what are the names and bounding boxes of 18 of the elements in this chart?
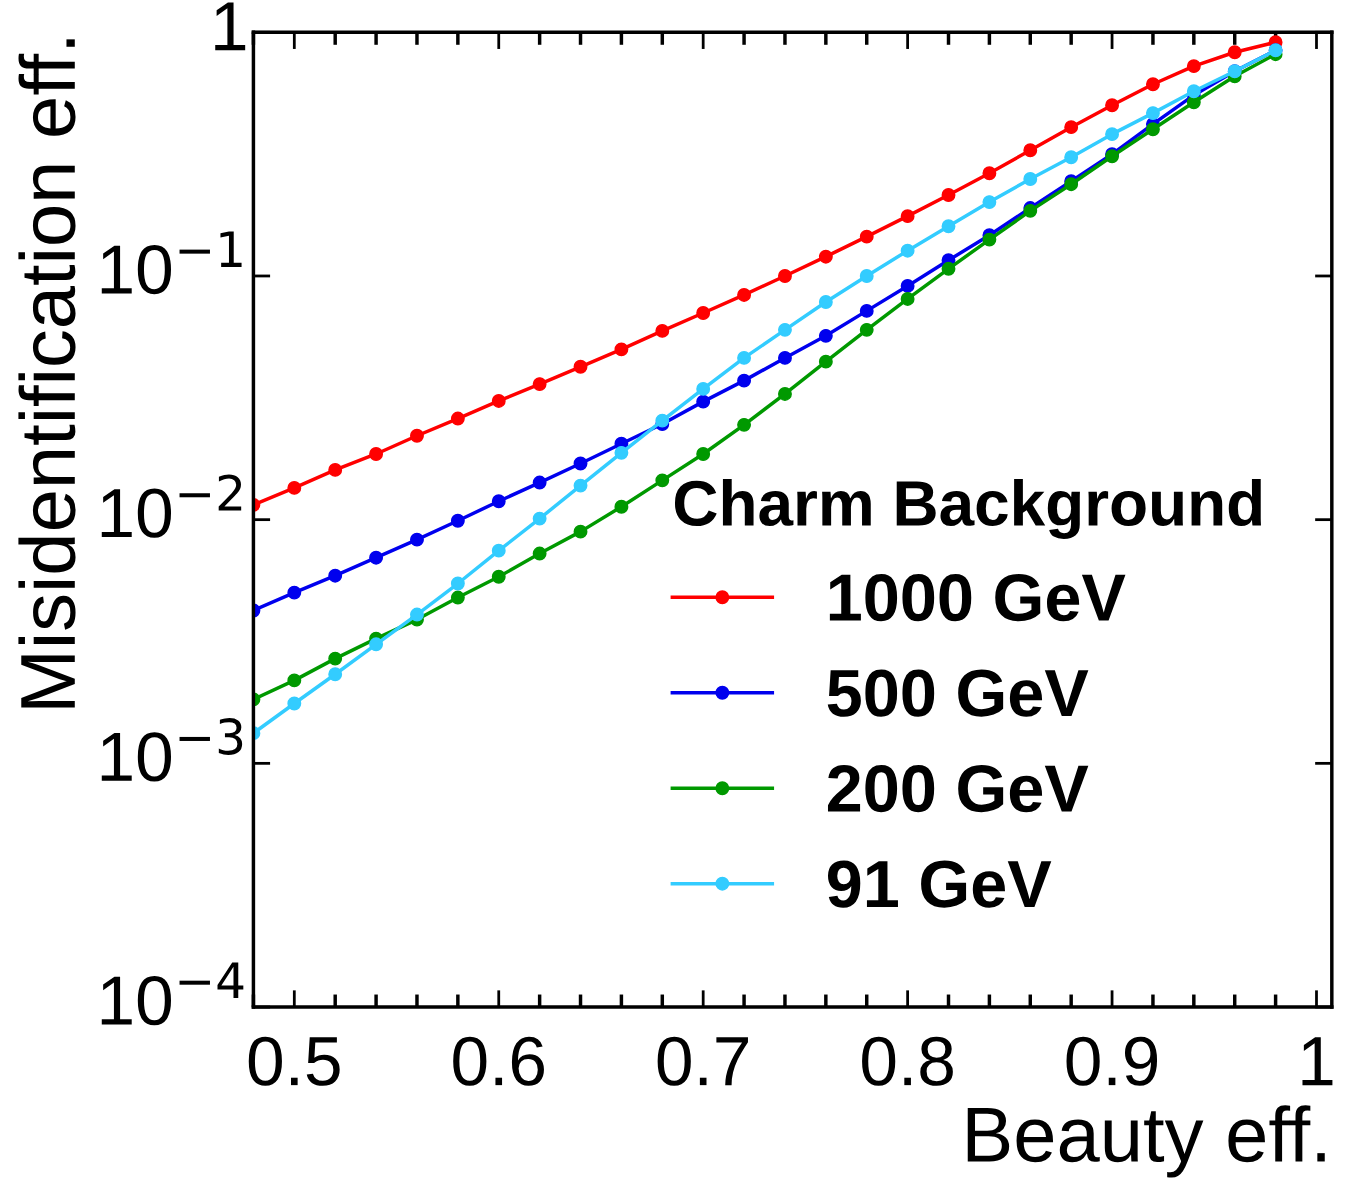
legend-label: 1000 GeV: [829, 574, 1126, 622]
x-tick-label: 0.8: [862, 1036, 953, 1086]
legend-label: 91 GeV: [827, 860, 1052, 908]
y-tick-label: 10$^{−3}$: [101, 718, 243, 782]
y-tick-label: 10$^{−4}$: [101, 962, 244, 1026]
legend-label: 200 GeV: [827, 765, 1089, 813]
legend-label: 500 GeV: [827, 669, 1089, 717]
x-tick-label: 0.6: [453, 1036, 544, 1086]
x-tick-label: 0.7: [657, 1036, 748, 1086]
y-tick-label: 1: [215, 2, 246, 51]
x-axis-title: Beauty eff.: [967, 1105, 1325, 1178]
x-tick-label: 0.5: [248, 1036, 340, 1086]
y-tick-label: 10$^{−1}$: [101, 231, 242, 295]
y-axis-title: Misidentification eff.: [18, 39, 76, 708]
x-tick-label: 0.9: [1066, 1036, 1158, 1086]
legend-title: Charm Background: [674, 479, 1261, 539]
x-tick-label: 1: [1302, 1037, 1333, 1086]
y-tick-label: 10$^{−2}$: [101, 474, 242, 538]
